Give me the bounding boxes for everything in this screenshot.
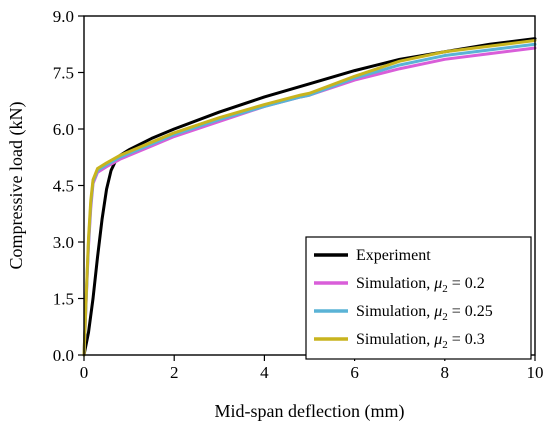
series-line-3 — [82, 38, 537, 357]
x-tick-label: 0 — [80, 363, 89, 382]
y-tick-label: 0.0 — [53, 346, 74, 365]
series-layer — [82, 37, 537, 357]
y-tick-label: 4.5 — [53, 177, 74, 196]
y-tick-label: 6.0 — [53, 120, 74, 139]
x-axis-label: Mid-span deflection (mm) — [215, 401, 405, 422]
x-tick-label: 4 — [260, 363, 269, 382]
legend-label-3: Simulation, μ2 = 0.3 — [356, 331, 485, 351]
y-tick-label: 3.0 — [53, 233, 74, 252]
legend-label-1: Simulation, μ2 = 0.2 — [356, 275, 485, 295]
y-axis-label: Compressive load (kN) — [6, 102, 27, 270]
x-tick-label: 10 — [527, 363, 544, 382]
legend-label-0: Experiment — [356, 247, 431, 264]
series-line-0 — [82, 37, 537, 357]
y-tick-label: 9.0 — [53, 7, 74, 26]
x-tick-label: 8 — [441, 363, 450, 382]
x-tick-label: 2 — [170, 363, 179, 382]
legend-label-2: Simulation, μ2 = 0.25 — [356, 303, 493, 323]
y-tick-label: 7.5 — [53, 64, 74, 83]
y-tick-label: 1.5 — [53, 290, 74, 309]
legend: Experiment Simulation, μ2 = 0.2 Simulation… — [305, 236, 532, 360]
x-tick-label: 6 — [350, 363, 359, 382]
